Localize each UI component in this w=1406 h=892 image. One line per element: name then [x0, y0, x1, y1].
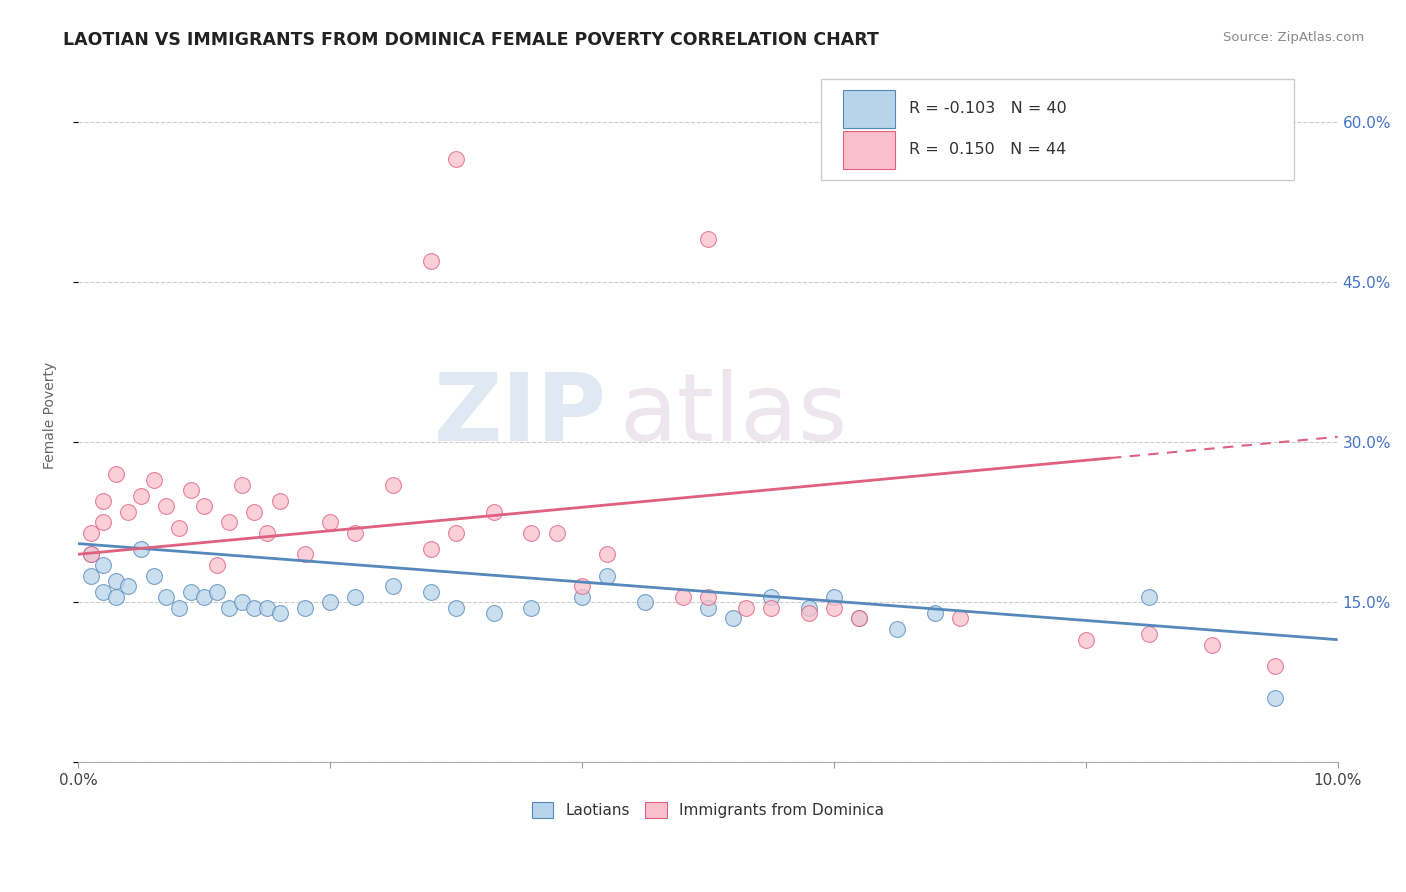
Point — [91, 584, 114, 599]
Point — [444, 600, 467, 615]
Point — [571, 579, 593, 593]
Point — [256, 600, 278, 615]
Text: R = -0.103   N = 40: R = -0.103 N = 40 — [910, 101, 1067, 116]
Point — [1201, 638, 1223, 652]
FancyBboxPatch shape — [821, 78, 1294, 179]
Point — [319, 595, 342, 609]
Point — [520, 525, 543, 540]
Point — [79, 568, 101, 582]
Point — [117, 579, 139, 593]
Point — [231, 595, 253, 609]
Point — [180, 584, 202, 599]
Text: R =  0.150   N = 44: R = 0.150 N = 44 — [910, 143, 1067, 157]
Point — [1264, 659, 1286, 673]
Point — [205, 584, 228, 599]
Point — [596, 568, 619, 582]
Point — [848, 611, 870, 625]
Point — [79, 547, 101, 561]
Point — [419, 253, 441, 268]
Point — [1137, 590, 1160, 604]
Point — [344, 590, 367, 604]
Point — [823, 600, 845, 615]
Point — [142, 568, 165, 582]
Point — [797, 600, 820, 615]
Point — [243, 600, 266, 615]
Y-axis label: Female Poverty: Female Poverty — [44, 362, 58, 469]
Point — [419, 584, 441, 599]
Point — [721, 611, 744, 625]
Point — [381, 478, 404, 492]
Point — [1074, 632, 1097, 647]
Point — [269, 494, 291, 508]
Text: Source: ZipAtlas.com: Source: ZipAtlas.com — [1223, 31, 1364, 45]
Point — [546, 525, 568, 540]
Point — [759, 600, 782, 615]
Point — [167, 600, 190, 615]
Point — [634, 595, 657, 609]
Point — [104, 574, 127, 588]
Point — [256, 525, 278, 540]
Point — [218, 515, 240, 529]
Point — [104, 590, 127, 604]
Point — [294, 547, 316, 561]
Point — [823, 590, 845, 604]
Bar — [842, 131, 896, 169]
Point — [155, 590, 177, 604]
Point — [243, 504, 266, 518]
Point — [79, 547, 101, 561]
Point — [79, 525, 101, 540]
Point — [205, 558, 228, 572]
Point — [596, 547, 619, 561]
Point — [734, 600, 756, 615]
Point — [444, 525, 467, 540]
Text: ZIP: ZIP — [434, 369, 607, 461]
Point — [129, 489, 152, 503]
Point — [117, 504, 139, 518]
Point — [167, 520, 190, 534]
Point — [848, 611, 870, 625]
Point — [91, 494, 114, 508]
Point — [696, 590, 718, 604]
Point — [949, 611, 972, 625]
Point — [319, 515, 342, 529]
Point — [482, 606, 505, 620]
Bar — [842, 90, 896, 128]
Point — [381, 579, 404, 593]
Text: LAOTIAN VS IMMIGRANTS FROM DOMINICA FEMALE POVERTY CORRELATION CHART: LAOTIAN VS IMMIGRANTS FROM DOMINICA FEMA… — [63, 31, 879, 49]
Point — [759, 590, 782, 604]
Point — [1264, 691, 1286, 706]
Point — [193, 590, 215, 604]
Point — [482, 504, 505, 518]
Point — [696, 232, 718, 246]
Point — [696, 600, 718, 615]
Text: atlas: atlas — [620, 369, 848, 461]
Point — [797, 606, 820, 620]
Point — [924, 606, 946, 620]
Point — [193, 500, 215, 514]
Point — [155, 500, 177, 514]
Point — [142, 473, 165, 487]
Legend: Laotians, Immigrants from Dominica: Laotians, Immigrants from Dominica — [526, 796, 890, 824]
Point — [344, 525, 367, 540]
Point — [571, 590, 593, 604]
Point — [520, 600, 543, 615]
Point — [180, 483, 202, 498]
Point — [269, 606, 291, 620]
Point — [671, 590, 693, 604]
Point — [419, 541, 441, 556]
Point — [104, 467, 127, 482]
Point — [91, 558, 114, 572]
Point — [1137, 627, 1160, 641]
Point — [91, 515, 114, 529]
Point — [444, 153, 467, 167]
Point — [129, 541, 152, 556]
Point — [886, 622, 908, 636]
Point — [231, 478, 253, 492]
Point — [218, 600, 240, 615]
Point — [294, 600, 316, 615]
